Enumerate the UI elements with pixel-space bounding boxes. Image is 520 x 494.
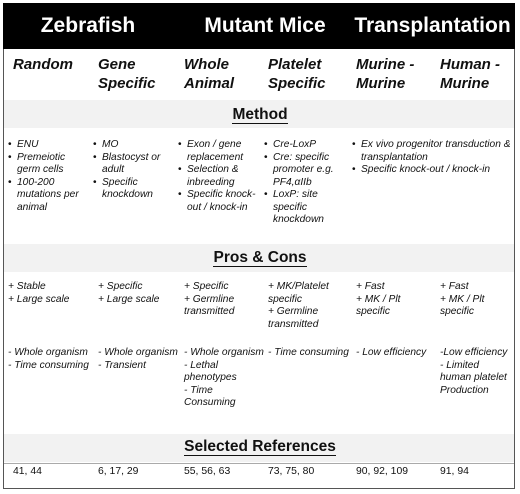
references-human-murine: 91, 94	[440, 466, 469, 477]
section-title-references: Selected References	[184, 438, 336, 456]
cons-gene-specific: - Whole organism - Transient	[98, 347, 178, 372]
con-item: - Limited human platelet Production	[440, 359, 507, 396]
group-header-bar	[3, 3, 515, 49]
con-item: - Transient	[98, 359, 146, 371]
list-item: Exon / gene replacement	[178, 139, 263, 164]
column-header-human-murine: Human - Murine	[440, 56, 500, 92]
con-item: - Low efficiency	[356, 347, 427, 358]
con-item: - Time Consuming	[184, 384, 236, 409]
list-item: ENU	[8, 139, 90, 152]
list-item: MO	[93, 139, 173, 152]
list-item: Premeiotic germ cells	[8, 152, 90, 177]
con-item: - Whole organism	[8, 347, 88, 358]
pro-item: + Fast	[440, 281, 469, 292]
method-whole-animal: Exon / gene replacement Selection & inbr…	[178, 139, 263, 214]
pros-gene-specific: + Specific + Large scale	[98, 281, 178, 306]
con-item: -Low efficiency	[440, 347, 508, 358]
con-item: - Whole organism	[98, 347, 178, 358]
section-title-method: Method	[232, 106, 288, 124]
con-item: - Time consuming	[8, 359, 89, 371]
list-item: Specific knockdown	[93, 177, 173, 202]
method-random: ENU Premeiotic germ cells 100-200 mutati…	[8, 139, 90, 214]
method-band	[4, 100, 514, 128]
pros-cons-band	[4, 244, 514, 272]
list-item: Cre: specific promoter e.g. PF4,αIIb	[264, 152, 349, 190]
con-item: - Whole organism	[184, 347, 264, 358]
pro-item: + Specific	[184, 281, 229, 292]
list-item: Cre-LoxP	[264, 139, 349, 152]
group-transplantation: Transplantation	[354, 14, 511, 37]
list-item: Specific knock-out / knock-in	[178, 189, 263, 214]
pro-item: + MK / Plt specific	[356, 293, 401, 318]
references-whole-animal: 55, 56, 63	[184, 466, 231, 477]
cons-whole-animal: - Whole organism - Lethal phenotypes - T…	[184, 347, 264, 410]
pro-item: + MK / Plt specific	[440, 293, 485, 318]
cons-murine-murine: - Low efficiency	[356, 347, 428, 360]
pros-whole-animal: + Specific + Germline transmitted	[184, 281, 264, 319]
pro-item: + Germline transmitted	[268, 306, 319, 330]
column-header-murine-murine: Murine - Murine	[356, 56, 415, 92]
method-gene-specific: MO Blastocyst or adult Specific knockdow…	[93, 139, 173, 202]
references-murine-murine: 90, 92, 109	[356, 466, 408, 477]
pros-murine-murine: + Fast + MK / Plt specific	[356, 281, 428, 319]
con-item: - Lethal phenotypes	[184, 359, 237, 384]
pros-human-murine: + Fast + MK / Plt specific	[440, 281, 512, 319]
pro-item: + Specific	[98, 281, 143, 292]
group-mutant-mice: Mutant Mice	[204, 14, 326, 37]
column-header-whole-animal: Whole Animal	[184, 56, 235, 92]
pro-item: + MK/Platelet specific	[268, 281, 329, 305]
pro-item: + Large scale	[8, 293, 70, 305]
list-item: 100-200 mutations per animal	[8, 177, 90, 215]
list-item: Blastocyst or adult	[93, 152, 173, 177]
pro-item: + Large scale	[98, 293, 160, 305]
section-title-pros-cons: Pros & Cons	[213, 249, 307, 267]
list-item: Specific knock-out / knock-in	[352, 164, 512, 177]
con-item: - Time consuming	[268, 347, 349, 358]
group-zebrafish: Zebrafish	[40, 14, 136, 37]
method-platelet-specific: Cre-LoxP Cre: specific promoter e.g. PF4…	[264, 139, 349, 227]
column-header-platelet-specific: Platelet Specific	[268, 56, 326, 92]
column-header-gene-specific: Gene Specific	[98, 56, 156, 92]
list-item: Selection & inbreeding	[178, 164, 263, 189]
method-transplantation: Ex vivo progenitor transduction & transp…	[352, 139, 512, 177]
pro-item: + Stable	[8, 281, 46, 292]
list-item: Ex vivo progenitor transduction & transp…	[352, 139, 512, 164]
cons-platelet-specific: - Time consuming	[268, 347, 350, 360]
references-band	[4, 434, 514, 462]
pro-item: + Germline transmitted	[184, 293, 235, 318]
pro-item: + Fast	[356, 281, 385, 292]
references-platelet-specific: 73, 75, 80	[268, 466, 315, 477]
references-gene-specific: 6, 17, 29	[98, 466, 139, 477]
references-random: 41, 44	[13, 466, 42, 477]
list-item: LoxP: site specific knockdown	[264, 189, 349, 227]
divider	[4, 463, 514, 464]
pros-platelet-specific: + MK/Platelet specific + Germline transm…	[268, 281, 350, 331]
pros-random: + Stable + Large scale	[8, 281, 90, 306]
cons-human-murine: -Low efficiency - Limited human platelet…	[440, 347, 512, 397]
column-header-random: Random	[13, 56, 73, 73]
cons-random: - Whole organism - Time consuming	[8, 347, 90, 372]
